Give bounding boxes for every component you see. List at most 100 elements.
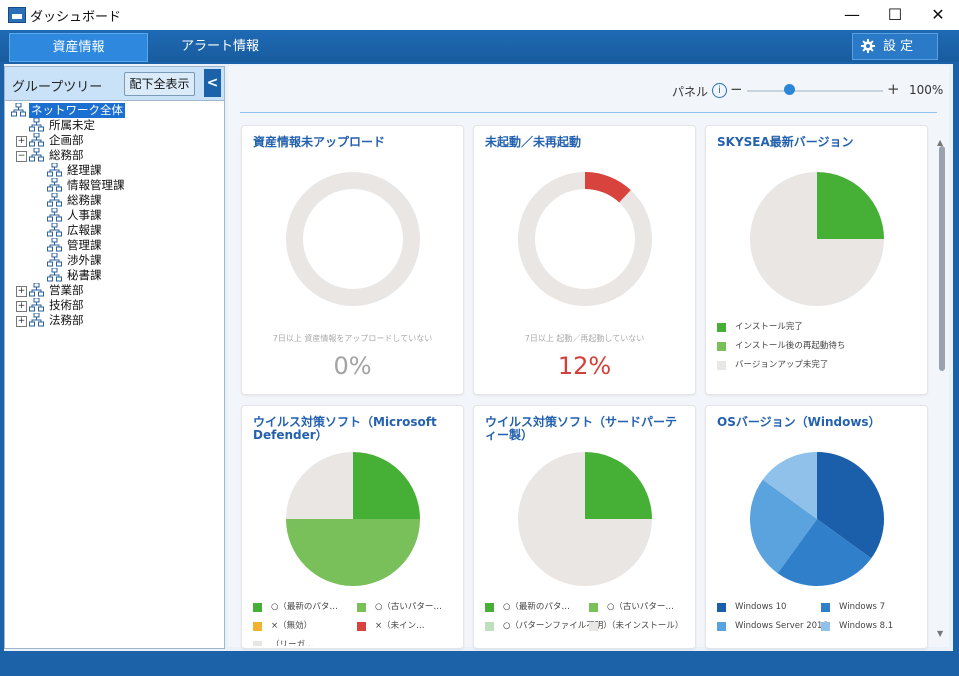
pie-slice[interactable] [518,452,652,586]
tree-node-label: 総務部 [49,148,84,162]
tree-node-label: 総務課 [67,193,102,207]
card-thirdparty[interactable]: ウイルス対策ソフト（サードパーティー製） ○（最新のパタ… ○（古いパター… ○（パ… [473,405,696,649]
group-icon [47,253,62,267]
group-icon [29,298,44,312]
card-title: OSバージョン（Windows） [717,415,881,429]
main-tab-bar: 資産情報 アラート情報 設 定 [0,30,959,62]
tree-expander[interactable]: + [16,301,27,312]
scroll-thumb[interactable] [939,146,945,371]
tree-node-label: 広報課 [67,223,102,237]
chart-caption: 7日以上 起動／再起動していない [524,334,645,343]
tree-node-label: 営業部 [49,283,84,297]
panel-size-label: パネル [672,85,709,99]
legend-swatch [589,603,598,612]
pie-slice[interactable] [750,172,884,306]
pie-slice[interactable] [817,452,884,559]
pie-slice[interactable] [585,452,652,519]
legend-label: Windows Server 2016 [735,621,828,631]
card-title: 資産情報未アップロード [253,135,386,149]
legend-label: Windows 8.1 [839,621,894,631]
pie-slice[interactable] [762,452,817,519]
legend-label: ○（最新のパタ… [271,602,338,612]
legend-swatch [717,361,726,370]
tree-expander[interactable]: − [16,151,27,162]
legend-swatch [717,603,726,612]
legend-label: インストール完了 [735,322,803,332]
show-all-subordinates-button[interactable]: 配下全表示 [124,72,195,96]
legend-swatch [253,603,262,612]
legend-swatch [717,323,726,332]
pie-slice[interactable] [750,479,817,574]
info-icon[interactable]: i [712,83,727,98]
pie-slice[interactable] [777,519,872,586]
pie-slice[interactable] [286,452,353,519]
legend-label: ×（無効） [271,621,313,631]
settings-label: 設 定 [883,39,914,54]
group-icon [47,268,62,282]
legend-label: ○（パターンファイル不明） [503,621,612,631]
pie-chart-skysea [750,172,884,306]
app-icon [8,7,26,23]
tree-node-label: 所属未定 [49,118,95,132]
card-defender[interactable]: ウイルス対策ソフト（Microsoft Defender） ○（最新のパタ… ○（… [241,405,464,649]
legend-label: バージョンアップ未完了 [735,360,829,370]
tree-expander[interactable]: + [16,136,27,147]
chart-legend: ○（最新のパタ… ○（古いパター… ○（パターンファイル不明） （未インストール） [485,602,690,646]
card-asset-upload[interactable]: 資産情報未アップロード 7日以上 資産情報をアップロードしていない 0% [241,125,464,395]
close-button[interactable]: ✕ [931,5,945,24]
legend-swatch [357,622,366,631]
tree-expander[interactable]: + [16,316,27,327]
legend-swatch [485,622,494,631]
group-icon [47,208,62,222]
collapse-sidebar-button[interactable]: < [204,69,221,97]
pie-slice[interactable] [286,519,420,586]
zoom-in-button[interactable]: + [887,80,900,98]
donut-hole [535,189,635,289]
legend-swatch [821,622,830,631]
legend-label: ○（古いパター… [607,602,674,612]
card-title: SKYSEA最新バージョン [717,135,854,149]
pie-slice[interactable] [817,172,884,239]
title-bar: ダッシュボード — ☐ ✕ [0,0,959,30]
group-icon [29,313,44,327]
group-icon [29,133,44,147]
content-scrollbar[interactable]: ▲ ▼ [937,138,947,642]
tree-node-label: 企画部 [49,133,84,147]
legend-swatch [717,342,726,351]
zoom-value: 100% [909,83,944,97]
group-tree-header: グループツリー 配下全表示 < [5,67,224,101]
minimize-button[interactable]: — [844,5,860,24]
card-not-booted[interactable]: 未起動／未再起動 7日以上 起動／再起動していない 12% [473,125,696,395]
card-skysea-version[interactable]: SKYSEA最新バージョン インストール完了 インストール後の再起動待ち バージョン… [705,125,928,395]
tree-node-label: ネットワーク全体 [29,103,125,118]
percent-value: 0% [333,352,372,380]
donut-hole [303,189,403,289]
legend-label: ○（最新のパタ… [503,602,570,612]
legend-label: Windows 7 [839,602,886,612]
chart-caption: 7日以上 資産情報をアップロードしていない [272,334,433,343]
donut-chart-boot [518,172,652,306]
zoom-slider-thumb[interactable] [784,84,796,95]
tree-node-label: 渉外課 [67,253,102,267]
tree-node-label: 技術部 [49,298,84,312]
zoom-out-button[interactable]: − [730,80,743,98]
maximize-button[interactable]: ☐ [887,5,903,24]
zoom-slider[interactable] [747,90,883,92]
group-icon [11,103,26,117]
tree-expander[interactable]: + [16,286,27,297]
legend-swatch [357,603,366,612]
scroll-up-arrow[interactable]: ▲ [937,138,944,147]
scroll-down-arrow[interactable]: ▼ [937,629,944,638]
group-icon [29,118,44,132]
group-icon [47,223,62,237]
tab-asset-info[interactable]: 資産情報 [9,33,148,62]
settings-button[interactable]: 設 定 [852,33,938,60]
group-tree-panel: グループツリー 配下全表示 < ネットワーク全体 所属未定 + 企画部 − 総務部 経理課情… [4,66,225,649]
group-icon [29,148,44,162]
pie-slice[interactable] [353,452,420,519]
tab-alert-info[interactable]: アラート情報 [180,39,259,54]
group-icon [47,178,62,192]
group-icon [47,163,62,177]
legend-swatch [485,603,494,612]
card-os-version[interactable]: OSバージョン（Windows） Windows 10 Windows 7 Wind… [705,405,928,649]
